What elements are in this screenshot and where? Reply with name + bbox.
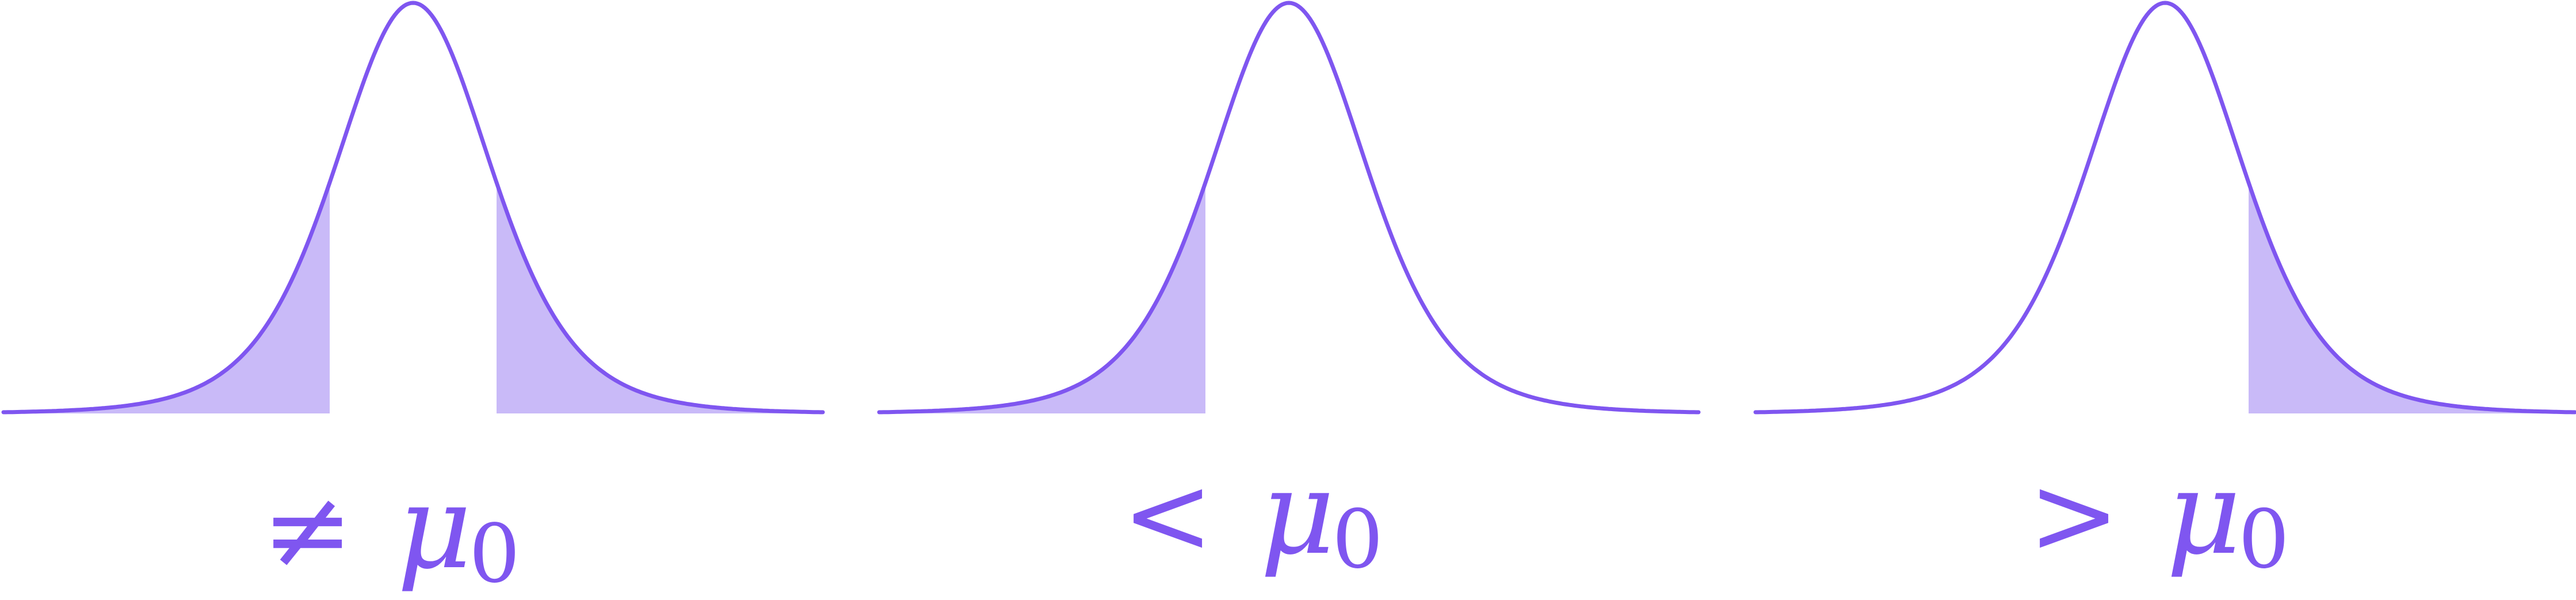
mu-symbol: μ <box>1260 446 1335 580</box>
left-tail-shade <box>3 183 330 413</box>
panel-two-sided: ≠ μ 0 <box>1 1 825 600</box>
mu-subscript: 0 <box>2238 493 2289 587</box>
panel-left-tailed: < μ 0 <box>877 1 1701 587</box>
operator-not-equal: ≠ <box>262 466 353 593</box>
right-tail-shade <box>2249 183 2575 413</box>
mu-symbol: μ <box>2166 446 2241 580</box>
mu-subscript: 0 <box>469 507 520 600</box>
distribution-curve <box>877 1 1701 415</box>
panel-right-tailed: > μ 0 <box>1753 1 2576 587</box>
mu-subscript: 0 <box>1332 493 1383 587</box>
distribution-curve <box>1 1 825 415</box>
left-tail-shade <box>879 183 1205 413</box>
right-tail-shade <box>497 183 823 413</box>
operator-greater-than: > <box>2028 451 2120 579</box>
distribution-curve <box>1753 1 2576 415</box>
operator-less-than: < <box>1122 451 1213 579</box>
mu-symbol: μ <box>397 461 472 595</box>
